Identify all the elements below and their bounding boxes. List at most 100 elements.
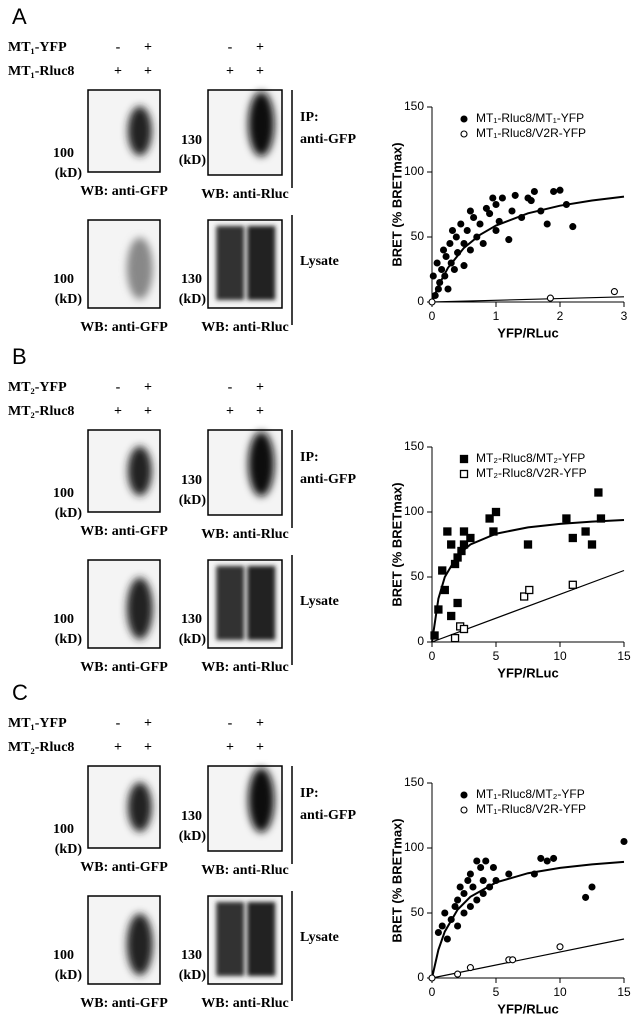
y-axis-label: BRET (% BRETmax) [389, 818, 404, 942]
y-tick-label: 100 [404, 504, 424, 518]
point [530, 187, 538, 196]
point [492, 200, 500, 209]
point [454, 970, 462, 978]
fit-line [431, 296, 625, 303]
mw-unit: (kD) [179, 968, 207, 983]
row-label: MT₁-YFP [8, 40, 67, 55]
band [248, 91, 275, 157]
point [447, 259, 455, 267]
point [562, 200, 570, 209]
lane-mark: + [226, 64, 234, 79]
blot [207, 559, 283, 649]
point [479, 876, 487, 885]
point [568, 580, 577, 589]
point [479, 239, 487, 248]
x-tick-label: 5 [493, 649, 500, 663]
mw-label: 100 [53, 612, 74, 627]
wb-label: WB: anti-GFP [80, 320, 168, 335]
mw-label: 100 [53, 146, 74, 161]
point [473, 857, 481, 865]
point [525, 585, 534, 595]
point [436, 278, 444, 287]
fit-line [431, 195, 625, 303]
y-tick-label: 50 [411, 229, 425, 243]
point [463, 226, 471, 235]
point [479, 889, 487, 898]
y-tick-label: 150 [404, 439, 424, 453]
legend-marker [460, 130, 468, 138]
x-tick-label: 15 [617, 985, 631, 999]
point [489, 527, 498, 536]
point [520, 592, 529, 601]
legend-label: MT₂-Rluc8/V2R-YFP [476, 466, 587, 480]
legend-marker [460, 115, 468, 123]
wb-label: WB: anti-Rluc [201, 863, 289, 878]
row-label: MT₂-Rluc8 [8, 740, 74, 755]
point [460, 909, 468, 917]
point [434, 285, 442, 293]
panel-letter: A [12, 4, 27, 29]
point [505, 236, 513, 244]
mw-unit: (kD) [55, 166, 83, 181]
wb-label: WB: anti-GFP [80, 524, 168, 539]
x-tick-label: 5 [493, 985, 500, 999]
point [429, 272, 437, 280]
point [594, 488, 603, 497]
point [581, 527, 590, 536]
point [447, 915, 455, 924]
mw-unit: (kD) [55, 632, 83, 647]
lane-mark: - [116, 40, 121, 55]
blot [87, 559, 161, 649]
lane-mark: + [256, 380, 264, 395]
point [568, 533, 577, 543]
blot [207, 219, 283, 309]
blot [87, 89, 161, 173]
mw-unit: (kD) [55, 292, 83, 307]
blot [87, 219, 161, 309]
point [491, 507, 501, 517]
x-tick-label: 0 [429, 985, 436, 999]
wb-label: WB: anti-Rluc [201, 527, 289, 542]
point [459, 624, 469, 634]
lysate-label: Lysate [300, 594, 339, 609]
point [444, 285, 452, 293]
y-axis-label: BRET (% BRETmax) [389, 142, 404, 266]
wb-label: WB: anti-GFP [80, 860, 168, 875]
mw-label: 130 [181, 809, 202, 824]
y-tick-label: 150 [404, 775, 424, 789]
point [450, 633, 460, 643]
mw-label: 130 [181, 473, 202, 488]
mw-label: 130 [181, 133, 202, 148]
ip-label: IP: [300, 450, 319, 465]
point [477, 863, 485, 872]
lane-mark: + [144, 40, 152, 55]
blot [207, 765, 283, 852]
point [460, 239, 468, 248]
point [489, 194, 497, 202]
point [556, 943, 564, 951]
point [446, 239, 454, 248]
x-tick-label: 1 [493, 309, 500, 323]
y-tick-label: 0 [417, 970, 424, 984]
point [489, 863, 497, 872]
point [453, 598, 462, 608]
point [450, 265, 458, 274]
legend-label: MT₁-Rluc8/V2R-YFP [476, 802, 586, 816]
point [505, 870, 513, 878]
legend-label: MT₁-Rluc8/MT₂-YFP [476, 787, 585, 801]
point [456, 883, 464, 891]
point [459, 540, 469, 549]
point [443, 935, 451, 943]
fit-line [431, 860, 625, 979]
point [466, 246, 474, 254]
row-label: MT₁-Rluc8 [8, 64, 74, 79]
legend-marker [460, 806, 468, 814]
band [127, 782, 152, 832]
band [247, 902, 276, 976]
point [460, 889, 468, 898]
band [248, 431, 275, 497]
point [457, 220, 465, 228]
mw-unit: (kD) [55, 506, 83, 521]
point [454, 922, 462, 930]
wb-label: WB: anti-GFP [80, 996, 168, 1011]
